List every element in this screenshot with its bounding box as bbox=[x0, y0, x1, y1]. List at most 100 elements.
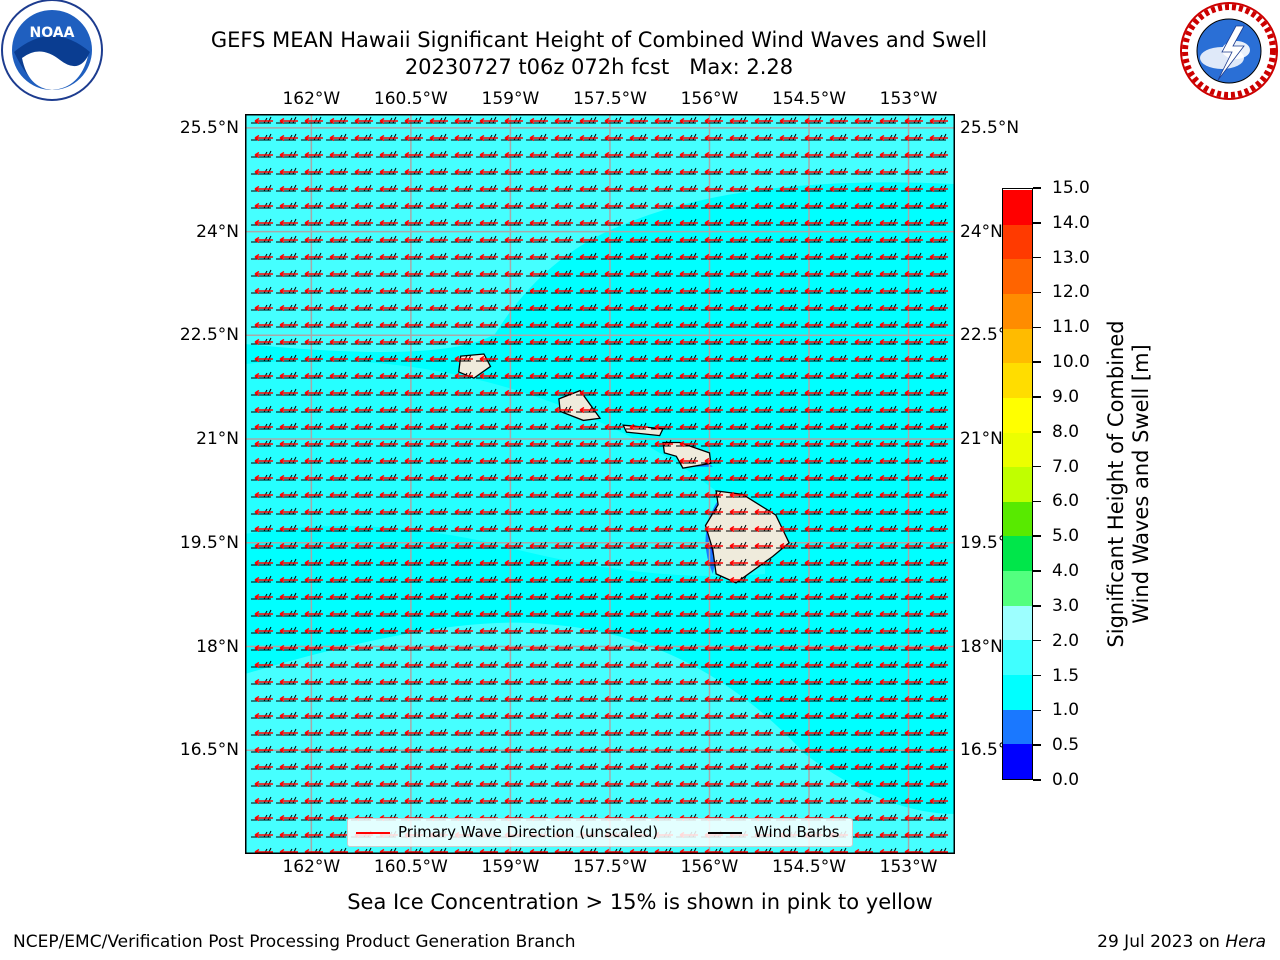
wave-direction-arrow bbox=[454, 746, 473, 754]
wave-direction-arrow bbox=[379, 712, 398, 720]
barb-arrow-marker bbox=[551, 303, 573, 312]
barb-arrow-marker bbox=[826, 524, 848, 533]
wave-direction-arrow bbox=[529, 287, 548, 295]
wave-direction-arrow bbox=[254, 355, 273, 363]
barb-arrow-marker bbox=[626, 354, 648, 363]
barb-arrow-marker bbox=[626, 286, 648, 295]
barb-arrow-marker bbox=[676, 660, 698, 669]
barb-arrow-marker bbox=[526, 116, 548, 125]
barb-arrow-marker bbox=[301, 201, 323, 210]
barb-arrow-marker bbox=[251, 116, 273, 125]
wave-direction-arrow bbox=[379, 627, 398, 635]
wave-direction-arrow bbox=[629, 491, 648, 499]
barb-arrow-marker bbox=[601, 235, 623, 244]
barb-arrow-marker bbox=[376, 541, 398, 550]
barb-arrow-marker bbox=[801, 456, 823, 465]
barb-arrow-marker bbox=[876, 286, 898, 295]
wave-direction-arrow bbox=[379, 457, 398, 465]
wave-direction-arrow bbox=[729, 661, 748, 669]
wave-direction-arrow bbox=[804, 763, 823, 771]
barb-arrow-marker bbox=[451, 592, 473, 601]
barb-arrow-marker bbox=[401, 456, 423, 465]
barb-arrow-marker bbox=[876, 745, 898, 754]
colorbar-segment bbox=[1003, 258, 1032, 294]
wave-direction-arrow bbox=[454, 593, 473, 601]
wave-direction-arrow bbox=[254, 712, 273, 720]
barb-arrow-marker bbox=[626, 235, 648, 244]
wave-direction-arrow bbox=[929, 355, 948, 363]
barb-arrow-marker bbox=[551, 167, 573, 176]
wave-direction-arrow bbox=[804, 168, 823, 176]
wave-direction-arrow bbox=[854, 287, 873, 295]
barb-arrow-marker bbox=[926, 507, 948, 516]
barb-arrow-marker bbox=[851, 405, 873, 414]
wave-direction-arrow bbox=[354, 134, 373, 142]
wave-direction-arrow bbox=[304, 117, 323, 125]
wave-direction-arrow bbox=[504, 168, 523, 176]
barb-arrow-marker bbox=[901, 728, 923, 737]
wave-direction-arrow bbox=[879, 644, 898, 652]
barb-arrow-marker bbox=[526, 269, 548, 278]
wave-direction-arrow bbox=[679, 661, 698, 669]
barb-arrow-marker bbox=[601, 524, 623, 533]
barb-arrow-marker bbox=[551, 711, 573, 720]
barb-arrow-marker bbox=[451, 796, 473, 805]
barb-arrow-marker bbox=[301, 592, 323, 601]
barb-arrow-marker bbox=[276, 626, 298, 635]
barb-arrow-marker bbox=[926, 354, 948, 363]
wave-direction-arrow bbox=[754, 372, 773, 380]
barb-arrow-marker bbox=[376, 252, 398, 261]
barb-arrow-marker bbox=[801, 150, 823, 159]
barb-arrow-marker bbox=[826, 677, 848, 686]
barb-arrow-marker bbox=[876, 541, 898, 550]
wave-direction-arrow bbox=[279, 474, 298, 482]
wave-direction-arrow bbox=[654, 219, 673, 227]
barb-arrow-marker bbox=[851, 439, 873, 448]
wave-direction-arrow bbox=[529, 576, 548, 584]
wave-direction-arrow bbox=[579, 593, 598, 601]
barb-arrow-marker bbox=[726, 643, 748, 652]
wave-direction-arrow bbox=[829, 491, 848, 499]
barb-arrow-marker bbox=[751, 269, 773, 278]
barb-arrow-marker bbox=[301, 422, 323, 431]
wave-direction-arrow bbox=[754, 287, 773, 295]
wave-direction-arrow bbox=[804, 355, 823, 363]
barb-arrow-marker bbox=[826, 252, 848, 261]
wave-direction-arrow bbox=[304, 406, 323, 414]
wave-direction-arrow bbox=[654, 440, 673, 448]
barb-arrow-marker bbox=[476, 456, 498, 465]
barb-arrow-marker bbox=[576, 473, 598, 482]
wave-direction-arrow bbox=[304, 508, 323, 516]
barb-arrow-marker bbox=[526, 439, 548, 448]
wave-direction-arrow bbox=[629, 236, 648, 244]
wave-direction-arrow bbox=[629, 525, 648, 533]
wave-direction-arrow bbox=[554, 117, 573, 125]
wave-direction-arrow bbox=[454, 270, 473, 278]
wave-direction-arrow bbox=[429, 729, 448, 737]
wave-direction-arrow bbox=[554, 474, 573, 482]
wave-direction-arrow bbox=[579, 270, 598, 278]
barb-arrow-marker bbox=[576, 405, 598, 414]
wave-direction-arrow bbox=[829, 304, 848, 312]
barb-arrow-marker bbox=[651, 354, 673, 363]
barb-arrow-marker bbox=[376, 728, 398, 737]
barb-arrow-marker bbox=[301, 337, 323, 346]
wave-direction-arrow bbox=[904, 678, 923, 686]
colorbar-tick bbox=[1033, 570, 1041, 572]
barb-arrow-marker bbox=[726, 252, 748, 261]
barb-arrow-marker bbox=[801, 184, 823, 193]
barb-arrow-marker bbox=[401, 371, 423, 380]
barb-arrow-marker bbox=[276, 439, 298, 448]
barb-arrow-marker bbox=[651, 762, 673, 771]
barb-arrow-marker bbox=[651, 422, 673, 431]
barb-arrow-marker bbox=[451, 660, 473, 669]
wave-direction-arrow bbox=[704, 576, 723, 584]
barb-arrow-marker bbox=[676, 439, 698, 448]
barb-arrow-marker bbox=[301, 711, 323, 720]
barb-arrow-marker bbox=[576, 354, 598, 363]
wave-direction-arrow bbox=[379, 270, 398, 278]
barb-arrow-marker bbox=[301, 269, 323, 278]
wave-direction-arrow bbox=[654, 372, 673, 380]
wave-direction-arrow bbox=[529, 253, 548, 261]
colorbar-tick bbox=[1033, 256, 1041, 259]
